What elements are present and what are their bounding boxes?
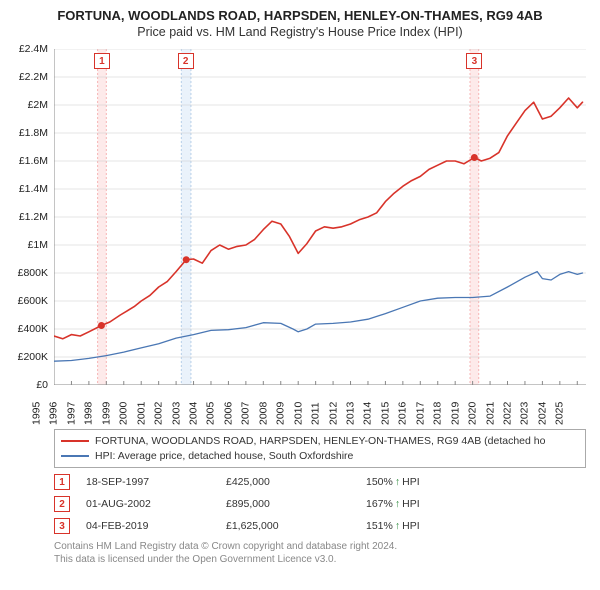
x-tick-label: 2006	[222, 402, 234, 425]
event-date: 18-SEP-1997	[86, 476, 226, 488]
y-tick-label: £1.8M	[19, 127, 48, 139]
title-line-1: FORTUNA, WOODLANDS ROAD, HARPSDEN, HENLE…	[10, 8, 590, 23]
legend-item: HPI: Average price, detached house, Sout…	[61, 449, 579, 464]
x-tick-label: 2012	[327, 402, 339, 425]
y-tick-label: £2.4M	[19, 43, 48, 55]
x-tick-label: 2001	[135, 402, 147, 425]
y-tick-label: £1.6M	[19, 155, 48, 167]
x-tick-label: 1995	[30, 402, 42, 425]
event-hpi: 151% ↑ HPI	[366, 520, 420, 532]
x-tick-label: 2004	[187, 402, 199, 425]
y-tick-label: £1M	[28, 239, 48, 251]
event-hpi-suffix: HPI	[402, 476, 420, 488]
legend-swatch	[61, 455, 89, 457]
event-price: £425,000	[226, 476, 366, 488]
event-badge: 1	[54, 474, 70, 490]
event-badge: 3	[54, 518, 70, 534]
up-arrow-icon: ↑	[395, 476, 400, 488]
legend: FORTUNA, WOODLANDS ROAD, HARPSDEN, HENLE…	[54, 429, 586, 468]
event-hpi-percent: 151%	[366, 520, 393, 532]
footer-attribution: Contains HM Land Registry data © Crown c…	[54, 540, 586, 566]
event-row: 3 04-FEB-2019£1,625,000151% ↑ HPI	[54, 518, 586, 534]
x-tick-label: 2019	[449, 402, 461, 425]
plot-svg	[54, 49, 586, 385]
x-tick-label: 1998	[83, 402, 95, 425]
y-tick-label: £400K	[18, 323, 48, 335]
x-tick-label: 1997	[65, 402, 77, 425]
legend-item: FORTUNA, WOODLANDS ROAD, HARPSDEN, HENLE…	[61, 434, 579, 449]
x-tick-label: 2017	[414, 402, 426, 425]
event-date: 04-FEB-2019	[86, 520, 226, 532]
x-tick-label: 1996	[48, 402, 60, 425]
x-tick-label: 2020	[466, 402, 478, 425]
y-tick-label: £1.2M	[19, 211, 48, 223]
x-tick-label: 2002	[152, 402, 164, 425]
x-tick-label: 1999	[100, 402, 112, 425]
event-hpi-suffix: HPI	[402, 520, 420, 532]
x-tick-label: 2005	[205, 402, 217, 425]
x-tick-label: 2016	[397, 402, 409, 425]
y-tick-label: £800K	[18, 267, 48, 279]
legend-label: FORTUNA, WOODLANDS ROAD, HARPSDEN, HENLE…	[95, 434, 545, 449]
event-hpi-percent: 150%	[366, 476, 393, 488]
x-tick-label: 2009	[275, 402, 287, 425]
chart-marker-badge: 3	[466, 53, 482, 69]
figure-container: FORTUNA, WOODLANDS ROAD, HARPSDEN, HENLE…	[0, 0, 600, 590]
title-line-2: Price paid vs. HM Land Registry's House …	[10, 25, 590, 39]
chart-marker-badge: 2	[178, 53, 194, 69]
event-price: £895,000	[226, 498, 366, 510]
legend-swatch	[61, 440, 89, 442]
x-tick-label: 2018	[431, 402, 443, 425]
y-tick-label: £2.2M	[19, 71, 48, 83]
y-tick-label: £2M	[28, 99, 48, 111]
chart: £0 £200K £400K £600K £800K £1M £1.2M £1.4M £1.6M…	[10, 45, 590, 425]
legend-label: HPI: Average price, detached house, Sout…	[95, 449, 353, 464]
chart-marker-badge: 1	[94, 53, 110, 69]
x-tick-label: 2011	[310, 402, 322, 425]
x-tick-label: 2025	[554, 402, 566, 425]
x-tick-label: 2003	[170, 402, 182, 425]
x-tick-label: 2022	[501, 402, 513, 425]
y-axis-labels: £0£200K£400K£600K£800K£1M£1.2M£1.4M£1.6M…	[10, 49, 50, 385]
event-hpi: 150% ↑ HPI	[366, 476, 420, 488]
y-tick-label: £200K	[18, 351, 48, 363]
event-hpi-percent: 167%	[366, 498, 393, 510]
event-price: £1,625,000	[226, 520, 366, 532]
y-tick-label: £600K	[18, 295, 48, 307]
x-axis-labels: 1995199619971998199920002001200220032004…	[54, 385, 586, 425]
x-tick-label: 2021	[484, 402, 496, 425]
x-tick-label: 2024	[536, 402, 548, 425]
x-tick-label: 2014	[362, 402, 374, 425]
x-tick-label: 2010	[292, 402, 304, 425]
event-row: 2 01-AUG-2002£895,000167% ↑ HPI	[54, 496, 586, 512]
x-tick-label: 2000	[118, 402, 130, 425]
plot-area: 1 2 3	[54, 49, 586, 385]
y-tick-label: £0	[36, 379, 48, 391]
up-arrow-icon: ↑	[395, 520, 400, 532]
x-tick-label: 2023	[519, 402, 531, 425]
event-badge: 2	[54, 496, 70, 512]
x-tick-label: 2007	[240, 402, 252, 425]
x-tick-label: 2015	[379, 402, 391, 425]
footer-line-1: Contains HM Land Registry data © Crown c…	[54, 540, 586, 553]
y-tick-label: £1.4M	[19, 183, 48, 195]
event-table: 1 18-SEP-1997£425,000150% ↑ HPI 2 01-AUG-20…	[54, 474, 586, 534]
up-arrow-icon: ↑	[395, 498, 400, 510]
event-hpi-suffix: HPI	[402, 498, 420, 510]
x-tick-label: 2008	[257, 402, 269, 425]
x-tick-label: 2013	[344, 402, 356, 425]
footer-line-2: This data is licensed under the Open Gov…	[54, 553, 586, 566]
title-block: FORTUNA, WOODLANDS ROAD, HARPSDEN, HENLE…	[10, 8, 590, 39]
event-hpi: 167% ↑ HPI	[366, 498, 420, 510]
event-date: 01-AUG-2002	[86, 498, 226, 510]
event-row: 1 18-SEP-1997£425,000150% ↑ HPI	[54, 474, 586, 490]
